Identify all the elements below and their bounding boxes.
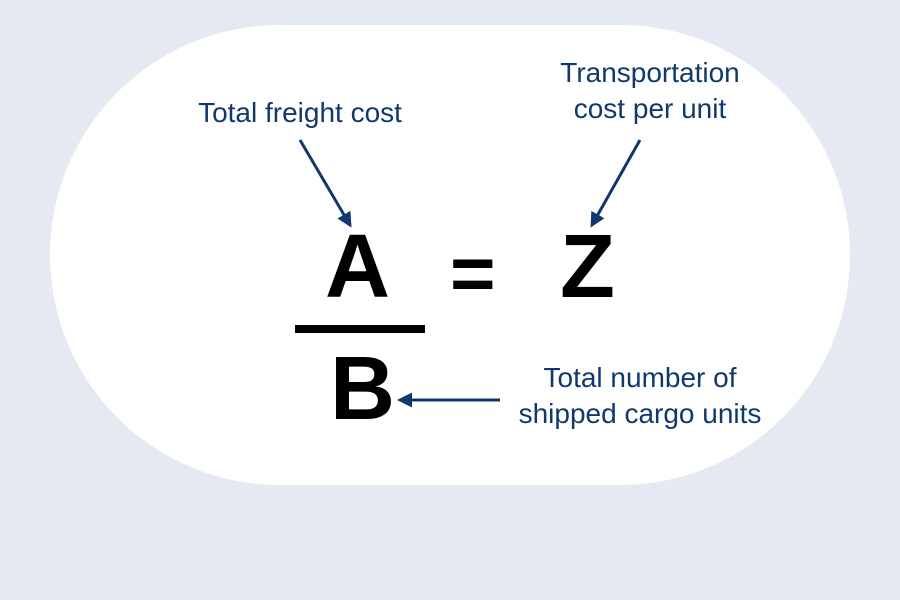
formula-fraction-bar [295,325,425,333]
formula-equals-sign: = [450,228,494,319]
formula-denominator-B: B [330,338,393,441]
formula-result-Z: Z [560,216,613,319]
formula-numerator-A: A [325,216,388,319]
label-denom-line2: shipped cargo units [519,398,762,429]
label-result-line2: cost per unit [574,93,727,124]
label-denom-line1: Total number of [544,362,737,393]
label-total-freight-cost: Total freight cost [170,95,430,131]
label-transportation-cost-per-unit: Transportation cost per unit [520,55,780,128]
label-total-number-of-shipped-cargo-units: Total number of shipped cargo units [490,360,790,433]
label-result-line1: Transportation [560,57,740,88]
diagram-canvas: Total freight cost Transportation cost p… [0,0,900,600]
